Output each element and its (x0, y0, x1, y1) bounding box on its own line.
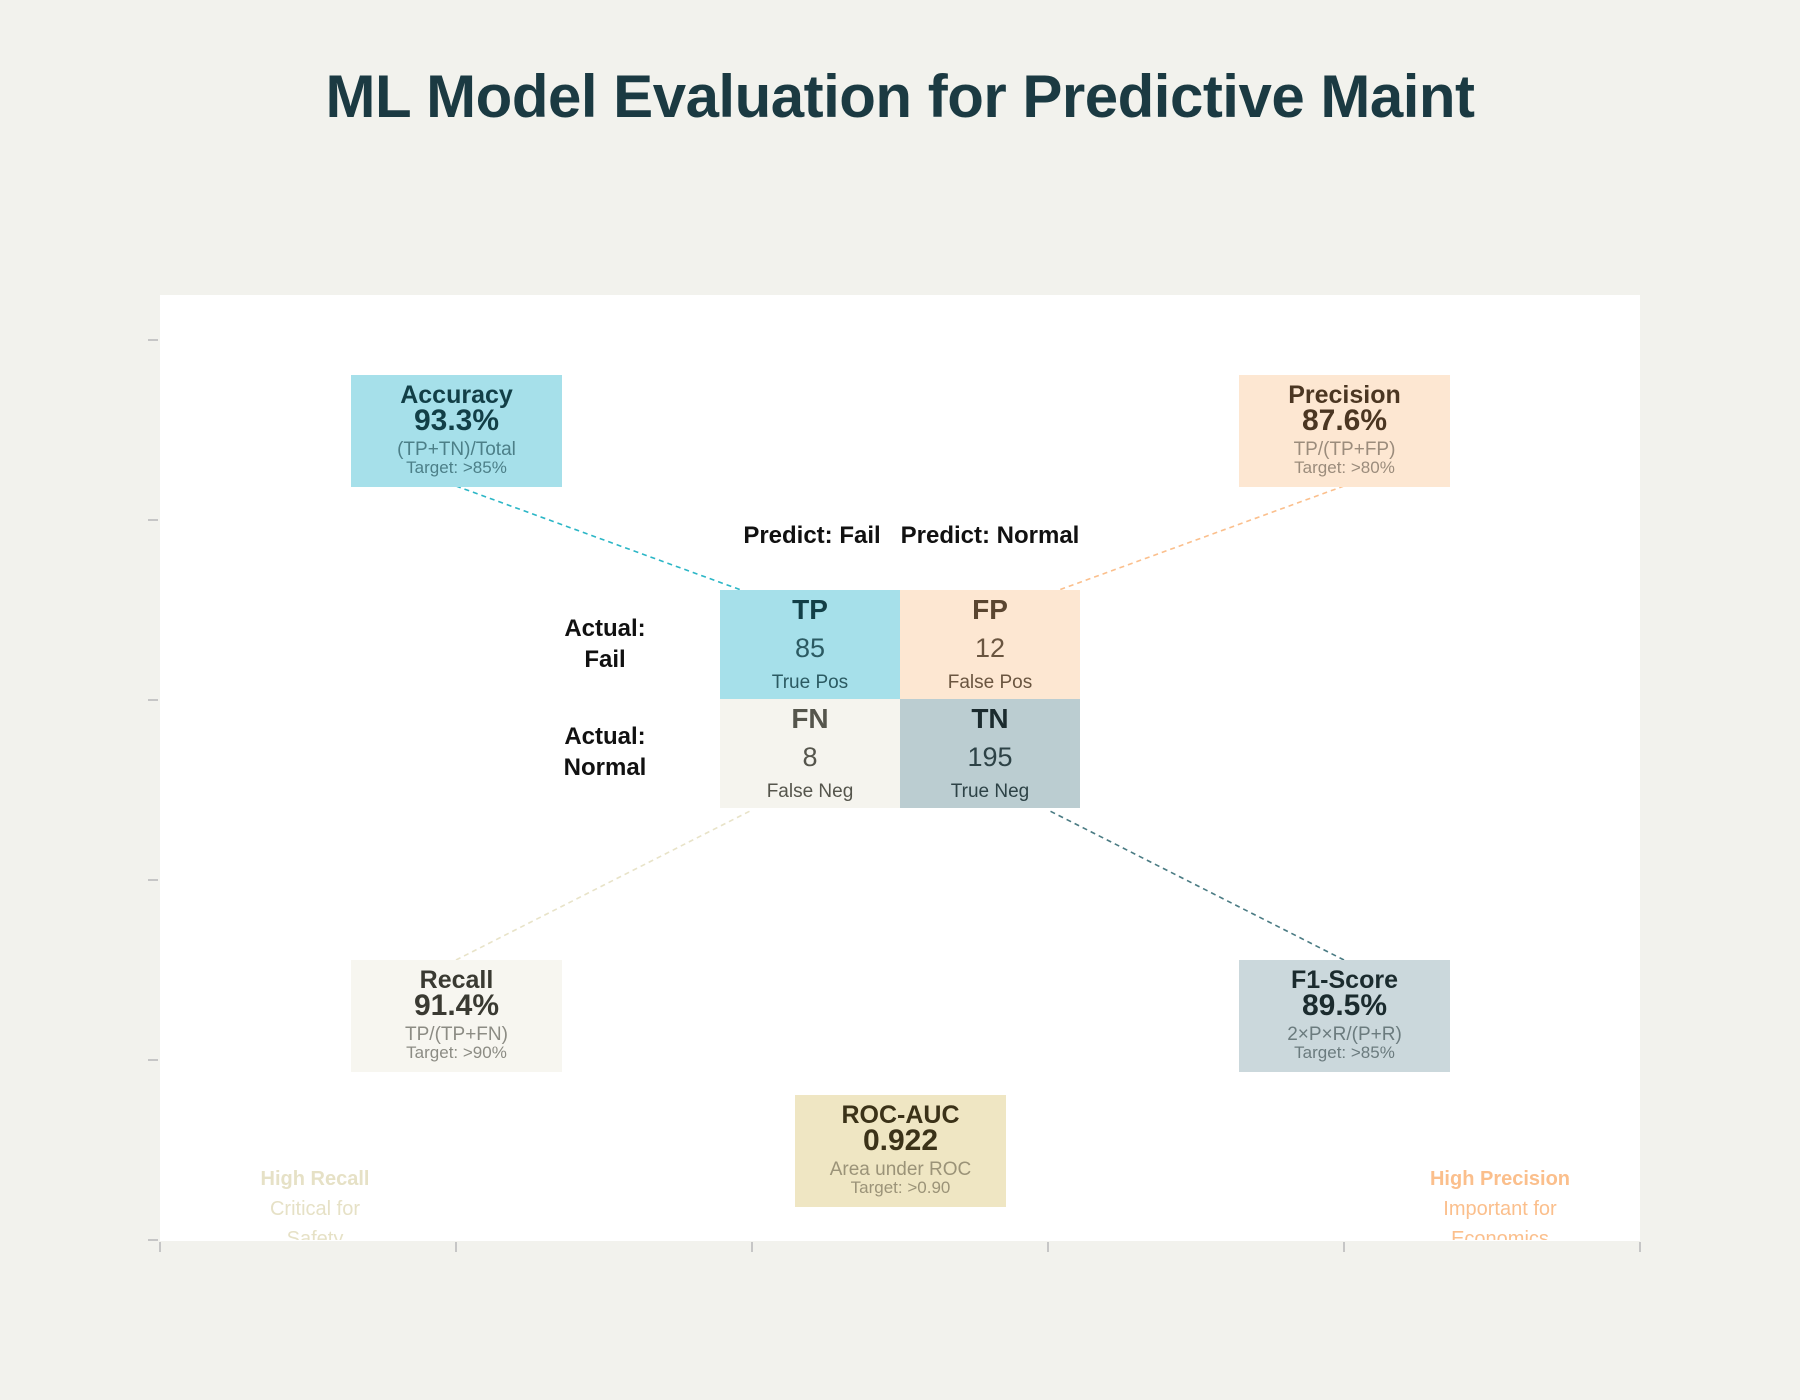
tn-label: TN (971, 703, 1009, 734)
fp-label: FP (972, 594, 1008, 625)
tp-label: TP (792, 594, 828, 625)
tn-desc: True Neg (950, 781, 1030, 802)
recall-formula: TP/(TP+FN) (405, 1024, 508, 1045)
f1-formula: 2×P×R/(P+R) (1287, 1024, 1402, 1045)
recall-title: Recall (419, 966, 494, 994)
recall-target: Target: >90% (406, 1043, 507, 1062)
precision-formula: TP/(TP+FP) (1293, 439, 1396, 460)
accuracy-card: Accuracy 93.3% (TP+TN)/Total Target: >85… (351, 375, 562, 487)
accuracy-title: Accuracy (400, 381, 513, 409)
roc-auc-title: ROC-AUC (841, 1101, 960, 1129)
fp-desc: False Pos (947, 672, 1033, 693)
roc-auc-formula: Area under ROC (829, 1159, 972, 1180)
fn-value: 8 (802, 742, 818, 772)
note-high-recall-line1: Critical for (269, 1198, 360, 1220)
precision-card: Precision 87.6% TP/(TP+FP) Target: >80% (1239, 375, 1450, 487)
fn-desc: False Neg (766, 781, 854, 802)
row-header-actual-fail: Actual: Fail (564, 615, 646, 673)
note-high-recall: High Recall Critical for Safety (220, 1164, 410, 1240)
f1-title: F1-Score (1291, 966, 1398, 994)
row-header-actual-normal: Actual: Normal (563, 723, 647, 781)
accuracy-value: 93.3% (413, 404, 500, 437)
tn-value: 195 (967, 742, 1013, 772)
recall-connector (455, 809, 753, 961)
fn-label: FN (791, 703, 829, 734)
precision-value: 87.6% (1301, 404, 1388, 437)
precision-connector (1047, 485, 1345, 595)
note-high-precision-line1: Important for (1443, 1198, 1557, 1220)
note-high-precision-line2: Economics (1451, 1228, 1549, 1240)
f1-card: F1-Score 89.5% 2×P×R/(P+R) Target: >85% (1239, 960, 1450, 1072)
side-note-clip: High Recall Critical for Safety High Pre… (160, 1160, 1640, 1240)
cell-true-positive: TP 85 True Pos (720, 590, 900, 699)
note-high-recall-line2: Safety (286, 1228, 344, 1240)
roc-auc-card: ROC-AUC 0.922 Area under ROC Target: >0.… (795, 1095, 1006, 1207)
note-high-recall-heading: High Recall (260, 1168, 370, 1190)
precision-title: Precision (1288, 381, 1401, 409)
col-header-predict-normal: Predict: Normal (900, 522, 1080, 549)
tp-value: 85 (794, 633, 826, 663)
fp-value: 12 (974, 633, 1006, 663)
chart-title: ML Model Evaluation for Predictive Maint (325, 63, 1475, 130)
accuracy-formula: (TP+TN)/Total (397, 439, 516, 460)
tp-desc: True Pos (771, 672, 849, 693)
roc-auc-target: Target: >0.90 (850, 1178, 951, 1197)
note-high-precision-heading: High Precision (1429, 1168, 1571, 1190)
col-header-predict-fail: Predict: Fail (743, 522, 881, 549)
f1-value: 89.5% (1301, 989, 1388, 1022)
accuracy-target: Target: >85% (406, 458, 507, 477)
roc-auc-value: 0.922 (862, 1124, 939, 1157)
precision-target: Target: >80% (1294, 458, 1395, 477)
cell-false-negative: FN 8 False Neg (720, 699, 900, 808)
recall-value: 91.4% (413, 989, 500, 1022)
f1-connector (1047, 809, 1345, 961)
cell-false-positive: FP 12 False Pos (900, 590, 1080, 699)
cell-true-negative: TN 195 True Neg (900, 699, 1080, 808)
f1-target: Target: >85% (1294, 1043, 1395, 1062)
axis-ticks (148, 339, 1641, 1252)
accuracy-connector (455, 485, 753, 595)
recall-card: Recall 91.4% TP/(TP+FN) Target: >90% (351, 960, 562, 1072)
note-high-precision: High Precision Important for Economics (1405, 1164, 1595, 1240)
